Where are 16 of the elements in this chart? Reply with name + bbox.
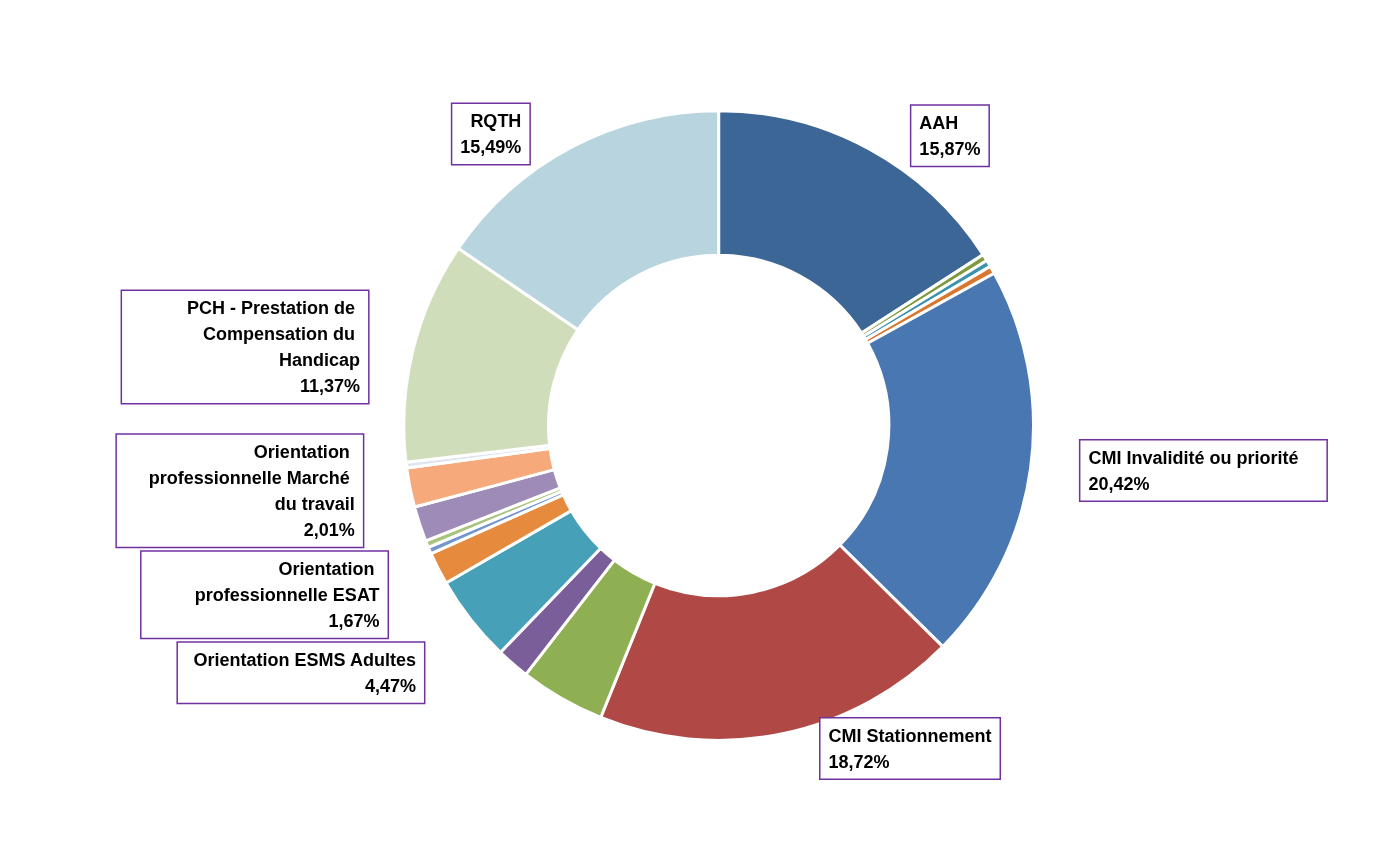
slice-label: Orientation professionnelle Marché du travail — [148, 441, 355, 514]
data-label: 15,49% — [460, 136, 522, 157]
slice-label: CMI Stationnement — [828, 725, 992, 746]
data-label: 18,72% — [828, 751, 890, 772]
slice-label: CMI Invalidité ou priorité — [1088, 447, 1299, 468]
data-label: 20,42% — [1088, 473, 1150, 494]
data-label: 15,87% — [919, 138, 981, 159]
data-label: 11,37% — [300, 375, 361, 396]
data-label: 4,47% — [364, 675, 416, 696]
slice-label: Orientation ESMS Adultes — [193, 649, 416, 670]
data-label: 1,67% — [328, 610, 380, 631]
slice-label: Orientation professionnelle ESAT — [194, 558, 380, 605]
slice-label: RQTH — [470, 110, 522, 131]
slice-label: PCH - Prestation de Compensation du Handicap — [187, 297, 361, 370]
slice-label: AAH — [919, 112, 959, 133]
data-label: 2,01% — [303, 519, 355, 540]
